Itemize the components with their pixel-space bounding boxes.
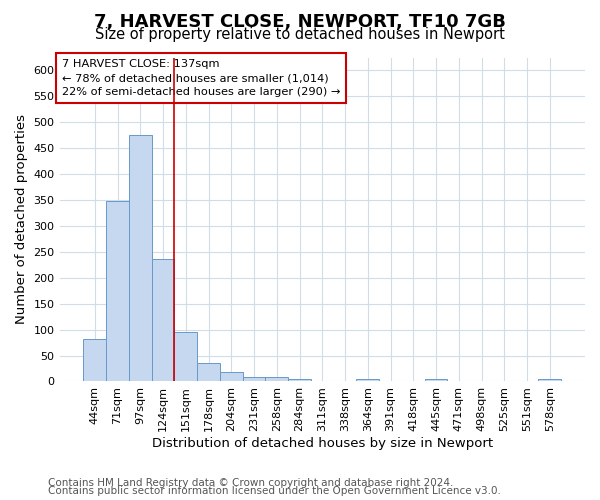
- Bar: [425, 379, 448, 382]
- Text: 7, HARVEST CLOSE, NEWPORT, TF10 7GB: 7, HARVEST CLOSE, NEWPORT, TF10 7GB: [94, 12, 506, 30]
- Bar: [265, 378, 288, 382]
- Y-axis label: Number of detached properties: Number of detached properties: [15, 114, 28, 324]
- Bar: [220, 372, 242, 382]
- Text: Size of property relative to detached houses in Newport: Size of property relative to detached ho…: [95, 28, 505, 42]
- Text: Contains public sector information licensed under the Open Government Licence v3: Contains public sector information licen…: [48, 486, 501, 496]
- Bar: [356, 379, 379, 382]
- Bar: [106, 201, 129, 382]
- Bar: [152, 259, 175, 382]
- Bar: [83, 339, 106, 382]
- Bar: [242, 378, 265, 382]
- X-axis label: Distribution of detached houses by size in Newport: Distribution of detached houses by size …: [152, 437, 493, 450]
- Bar: [175, 332, 197, 382]
- Bar: [197, 364, 220, 382]
- Bar: [538, 379, 561, 382]
- Text: Contains HM Land Registry data © Crown copyright and database right 2024.: Contains HM Land Registry data © Crown c…: [48, 478, 454, 488]
- Bar: [288, 379, 311, 382]
- Bar: [129, 134, 152, 382]
- Text: 7 HARVEST CLOSE: 137sqm
← 78% of detached houses are smaller (1,014)
22% of semi: 7 HARVEST CLOSE: 137sqm ← 78% of detache…: [62, 59, 341, 97]
